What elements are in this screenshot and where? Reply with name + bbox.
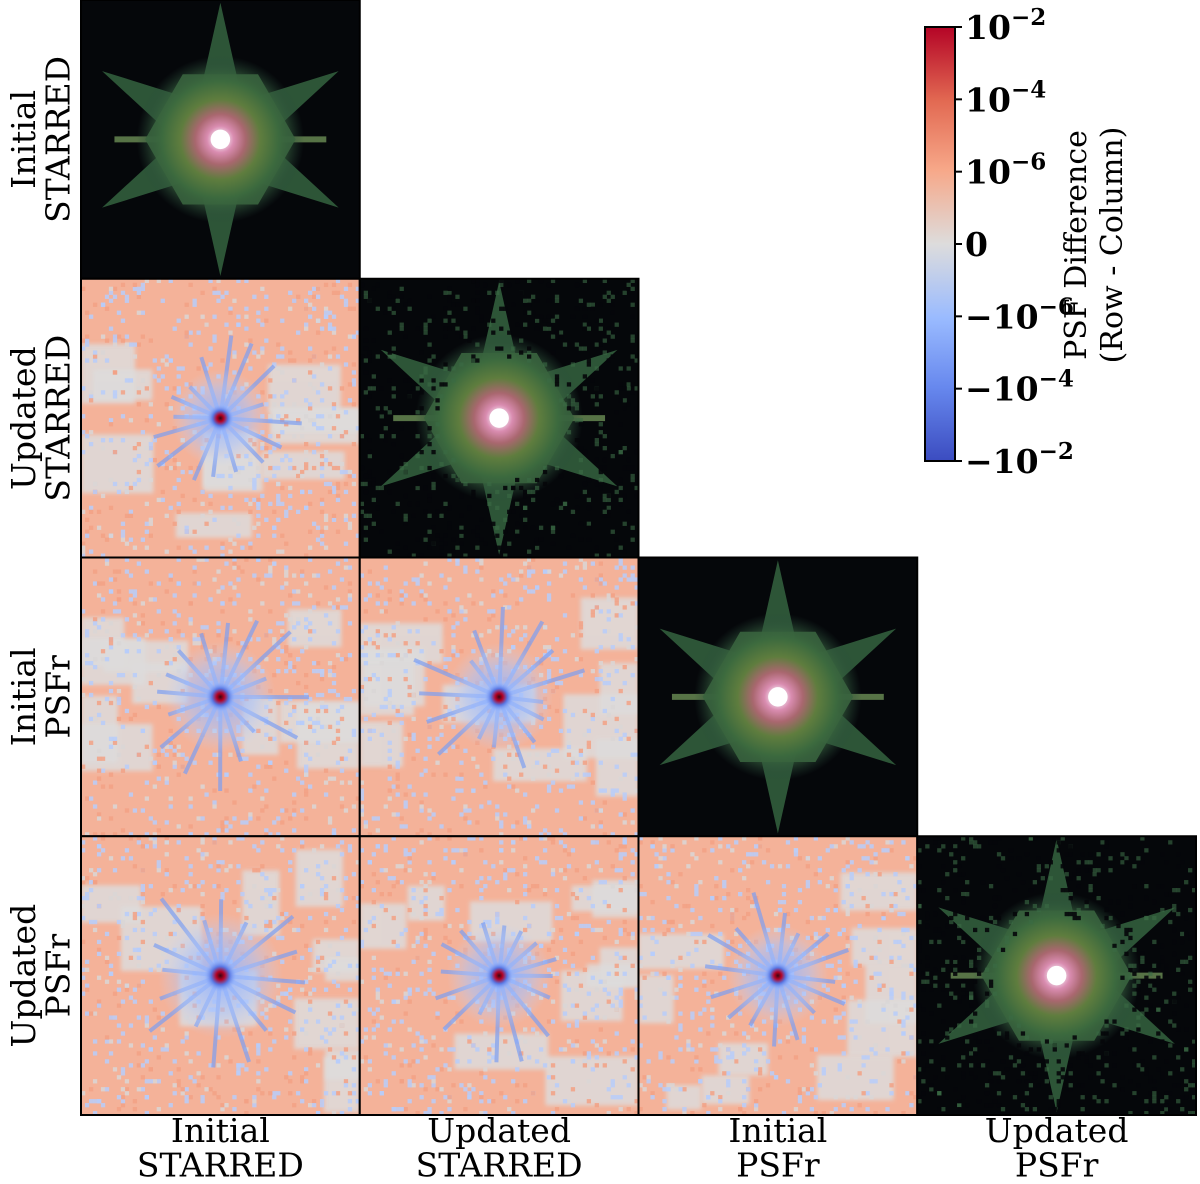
column-label-line1: Initial — [171, 1111, 270, 1150]
diff-panel-updated_psfr-minus-initial_starred — [80, 835, 361, 1116]
row-label-line1: Initial — [4, 90, 43, 189]
colorbar-title-line1: PSF Difference — [1059, 130, 1094, 360]
colorbar-tick-label: −10−2 — [965, 438, 1074, 481]
diff-panel-updated_psfr-minus-updated_starred — [358, 835, 640, 1116]
row-label-updated_psfr: UpdatedPSFr — [4, 904, 78, 1048]
colorbar-tick-label: 10−2 — [965, 4, 1046, 47]
tick-mantissa: 10 — [965, 153, 1011, 192]
row-label-line2: STARRED — [39, 335, 78, 502]
diff-panel-updated_psfr-minus-initial_psfr — [637, 835, 919, 1116]
row-label-line1: Updated — [4, 346, 43, 490]
row-label-updated_starred: UpdatedSTARRED — [4, 335, 78, 502]
psf-panel-updated_starred — [358, 277, 640, 559]
tick-sign: − — [965, 370, 993, 409]
psf-noise — [917, 836, 1196, 1115]
diff-core — [203, 958, 238, 993]
row-label-initial_starred: InitialSTARRED — [4, 56, 78, 223]
row-label-line2: PSFr — [39, 655, 78, 739]
column-label-line2: PSFr — [1015, 1146, 1099, 1184]
row-label-line2: PSFr — [39, 934, 78, 1018]
column-label-line2: STARRED — [416, 1146, 583, 1184]
psf-panel-initial_psfr — [637, 556, 919, 838]
column-label-initial_psfr: Initial PSFr — [728, 1111, 827, 1184]
tick-exponent: −4 — [1039, 366, 1074, 393]
tick-mantissa: 10 — [993, 370, 1039, 409]
column-label-line1: Updated — [985, 1111, 1129, 1150]
diff-core — [484, 681, 515, 712]
psf-panel-updated_psfr — [916, 835, 1197, 1116]
row-label-line1: Updated — [4, 904, 43, 1048]
diff-noise — [359, 836, 639, 1115]
tick-sign: − — [965, 442, 993, 481]
panel-frame — [916, 835, 1197, 1116]
panel-grid — [80, 0, 1197, 1116]
diff-noise — [81, 557, 360, 837]
diff-panel-updated_starred-minus-initial_starred — [80, 277, 361, 559]
column-label-line2: STARRED — [137, 1146, 304, 1184]
colorbar-gradient — [924, 26, 956, 462]
tick-mantissa: 10 — [965, 8, 1011, 47]
colorbar-tick-label: −10−6 — [965, 293, 1074, 336]
row-label-line2: STARRED — [39, 56, 78, 223]
tick-exponent: −6 — [1011, 149, 1046, 176]
colorbar-title-line2: (Row - Column) — [1095, 126, 1130, 364]
tick-exponent: −2 — [1011, 4, 1046, 31]
tick-exponent: −4 — [1011, 76, 1046, 103]
tick-sign: − — [965, 297, 993, 336]
diff-core — [206, 404, 235, 433]
diff-core — [205, 681, 236, 713]
tick-exponent: −6 — [1039, 293, 1074, 320]
tick-mantissa: 10 — [993, 442, 1039, 481]
diff-zero-regions — [359, 879, 639, 1106]
column-label-line1: Updated — [427, 1111, 571, 1150]
column-label-line2: PSFr — [736, 1146, 820, 1184]
tick-exponent: −2 — [1039, 438, 1074, 465]
psf-peak — [489, 408, 509, 428]
diff-panel-initial_psfr-minus-initial_starred — [80, 556, 361, 838]
psf-peak — [210, 129, 231, 150]
tick-mantissa: 10 — [965, 80, 1011, 119]
colorbar-tick-label: 10−6 — [965, 149, 1046, 192]
column-label-updated_psfr: Updated PSFr — [985, 1111, 1129, 1184]
psf-peak — [1046, 965, 1067, 986]
colorbar-tick-label: 0 — [965, 225, 988, 264]
diff-core — [484, 960, 514, 991]
psf-panel-initial_starred — [80, 0, 361, 280]
diff-noise — [81, 836, 360, 1115]
tick-mantissa: 10 — [993, 297, 1039, 336]
psf-peak — [768, 687, 788, 707]
colorbar-tick-label: 10−4 — [965, 76, 1046, 119]
diff-core — [763, 961, 793, 991]
column-label-line1: Initial — [728, 1111, 827, 1150]
row-label-initial_psfr: InitialPSFr — [4, 647, 78, 746]
colorbar: 10−210−410−60−10−6−10−4−10−2 — [924, 4, 1074, 481]
colorbar-tick-label: −10−4 — [965, 366, 1074, 409]
column-label-initial_starred: Initial STARRED — [137, 1111, 304, 1184]
column-label-updated_starred: Updated STARRED — [416, 1111, 583, 1184]
row-label-line1: Initial — [4, 647, 43, 746]
psf-noise — [359, 278, 639, 558]
tick-mantissa: 0 — [965, 225, 988, 264]
diff-panel-initial_psfr-minus-updated_starred — [358, 556, 640, 838]
